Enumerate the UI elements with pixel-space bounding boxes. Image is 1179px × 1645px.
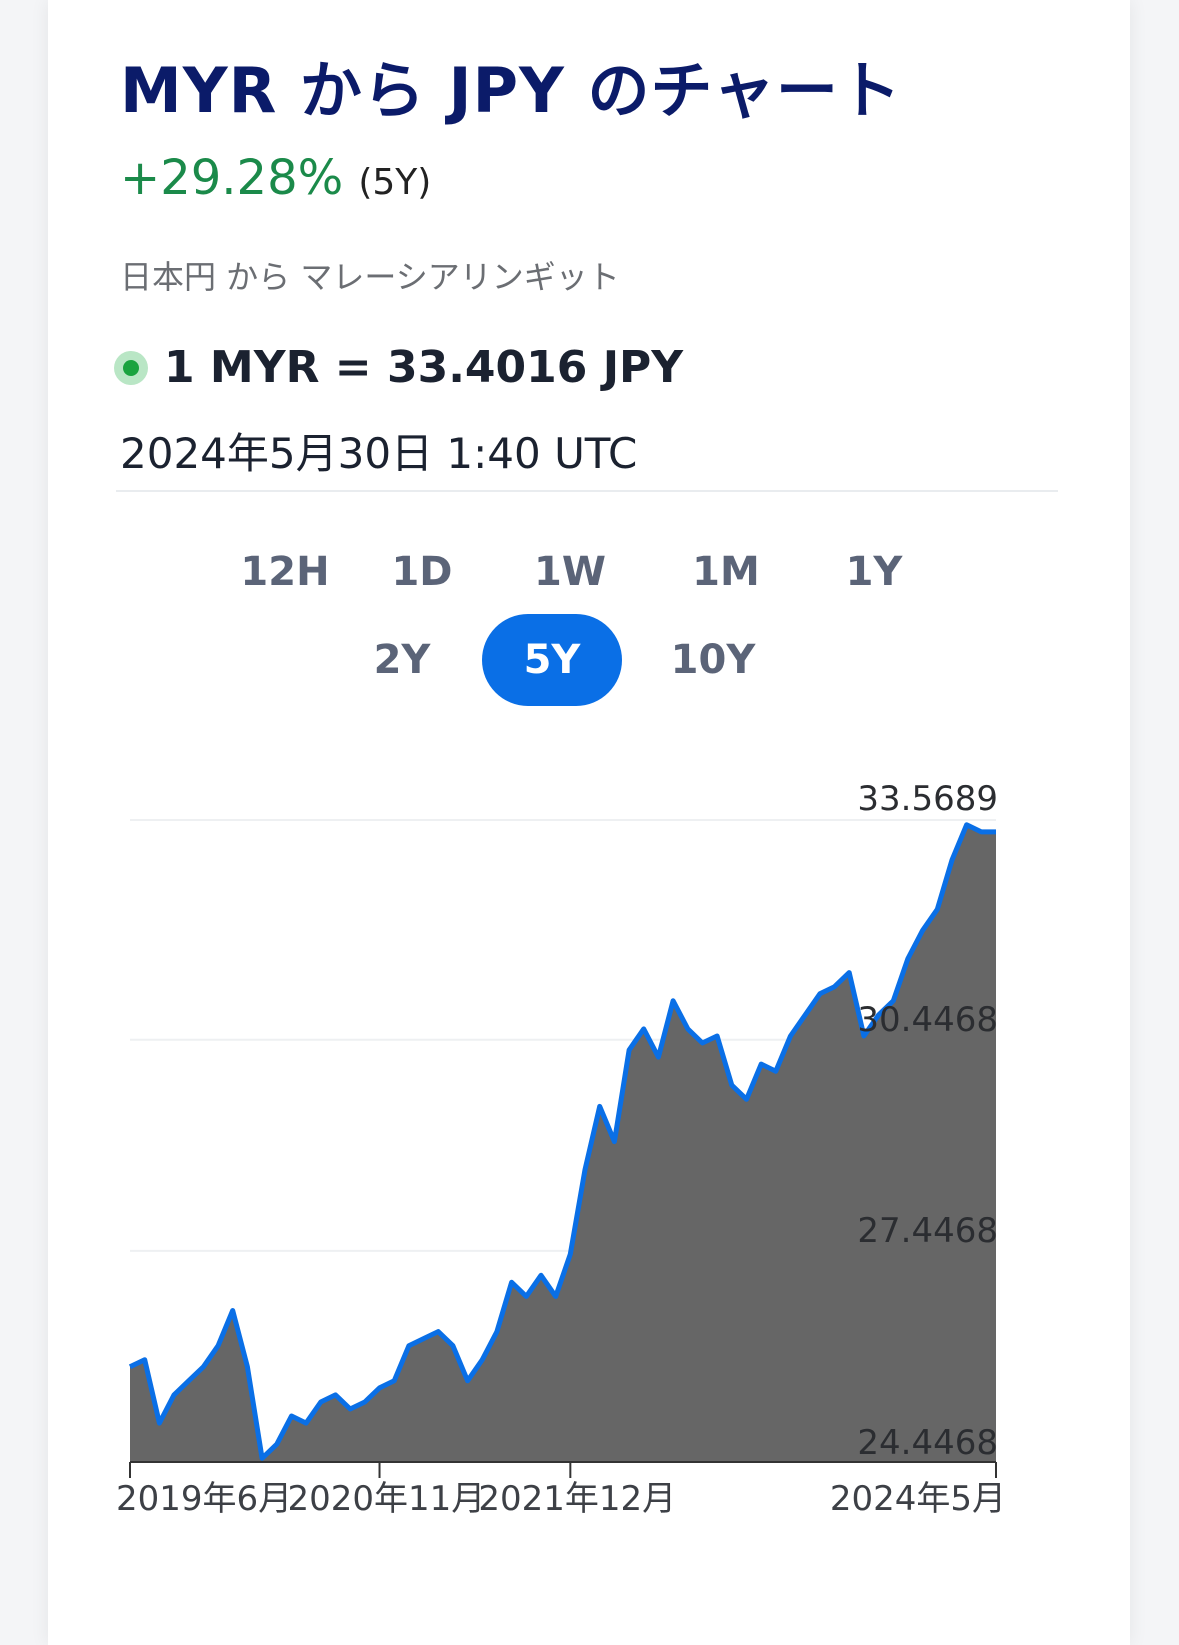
rate-timestamp: 2024年5月30日 1:40 UTC bbox=[120, 429, 638, 478]
y-tick-label: 24.4468 bbox=[857, 1423, 998, 1463]
range-1d-button[interactable]: 1D bbox=[391, 549, 453, 595]
x-tick-label: 2024年5月 bbox=[830, 1479, 1006, 1519]
y-tick-label: 27.4468 bbox=[857, 1211, 998, 1251]
area-fill bbox=[130, 824, 996, 1462]
currency-pair-subtitle: 日本円 から マレーシアリンギット bbox=[120, 258, 620, 296]
x-tick-label: 2020年11月 bbox=[288, 1479, 486, 1519]
page-title: MYR から JPY のチャート bbox=[120, 54, 902, 127]
range-12h-button[interactable]: 12H bbox=[240, 549, 330, 595]
y-tick-label: 30.4468 bbox=[857, 1000, 998, 1040]
range-10y-button[interactable]: 10Y bbox=[670, 637, 756, 683]
rate-chart: 33.5689 30.4468 27.4468 24.4468 2019年6月2020年… bbox=[116, 779, 1006, 1519]
change-period: (5Y) bbox=[358, 162, 432, 203]
range-5y-button[interactable]: 5Y bbox=[482, 614, 622, 706]
range-1w-button[interactable]: 1W bbox=[534, 549, 606, 595]
range-2y-button[interactable]: 2Y bbox=[373, 637, 431, 683]
change-row: +29.28% (5Y) bbox=[120, 150, 431, 206]
range-1y-button[interactable]: 1Y bbox=[845, 549, 903, 595]
exchange-rate: 1 MYR = 33.4016 JPY bbox=[164, 342, 684, 393]
x-tick-label: 2019年6月 bbox=[116, 1479, 292, 1519]
range-1m-button[interactable]: 1M bbox=[692, 549, 760, 595]
series-line bbox=[128, 822, 996, 1461]
live-status-icon bbox=[114, 350, 148, 385]
y-tick-label: 33.5689 bbox=[857, 779, 998, 819]
divider bbox=[116, 490, 1058, 492]
percent-change: +29.28% bbox=[120, 150, 344, 206]
converter-card: MYR から JPY のチャート +29.28% (5Y) 日本円 から マレー… bbox=[48, 0, 1130, 1645]
x-tick-label: 2021年12月 bbox=[478, 1479, 676, 1519]
rate-row: 1 MYR = 33.4016 JPY bbox=[114, 342, 683, 393]
